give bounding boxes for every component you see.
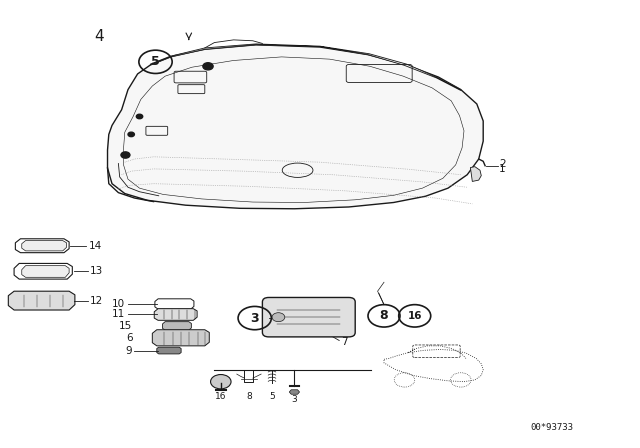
Circle shape xyxy=(272,313,285,322)
Circle shape xyxy=(121,152,130,158)
Text: 9: 9 xyxy=(126,346,132,356)
Polygon shape xyxy=(22,241,67,251)
Text: 4: 4 xyxy=(94,29,104,44)
Polygon shape xyxy=(150,44,461,90)
Text: 00*93733: 00*93733 xyxy=(530,423,573,432)
Text: 5: 5 xyxy=(269,392,275,401)
Text: 16: 16 xyxy=(408,311,422,321)
FancyBboxPatch shape xyxy=(262,297,355,337)
Circle shape xyxy=(128,132,134,137)
Polygon shape xyxy=(8,291,75,310)
Circle shape xyxy=(203,63,213,70)
Text: 15: 15 xyxy=(119,321,132,331)
Text: 10: 10 xyxy=(111,299,125,309)
Text: 3: 3 xyxy=(250,311,259,325)
Circle shape xyxy=(136,114,143,119)
Text: 11: 11 xyxy=(111,310,125,319)
Text: 1: 1 xyxy=(499,164,506,174)
Text: 8: 8 xyxy=(380,309,388,323)
Text: 3: 3 xyxy=(292,395,297,404)
Text: 16: 16 xyxy=(215,392,227,401)
Text: 5: 5 xyxy=(151,55,160,69)
Polygon shape xyxy=(108,45,483,209)
Polygon shape xyxy=(22,266,69,277)
Text: 2: 2 xyxy=(499,159,506,168)
Polygon shape xyxy=(163,322,191,330)
Text: 7: 7 xyxy=(341,337,348,347)
Text: 6: 6 xyxy=(126,333,132,343)
Polygon shape xyxy=(152,330,209,346)
Text: 13: 13 xyxy=(90,266,103,276)
Polygon shape xyxy=(154,309,197,320)
Circle shape xyxy=(211,375,231,389)
Text: 14: 14 xyxy=(88,241,102,250)
Polygon shape xyxy=(289,390,300,394)
Polygon shape xyxy=(470,167,481,181)
Polygon shape xyxy=(157,347,181,354)
Text: 8: 8 xyxy=(246,392,252,401)
Text: 12: 12 xyxy=(90,296,103,306)
